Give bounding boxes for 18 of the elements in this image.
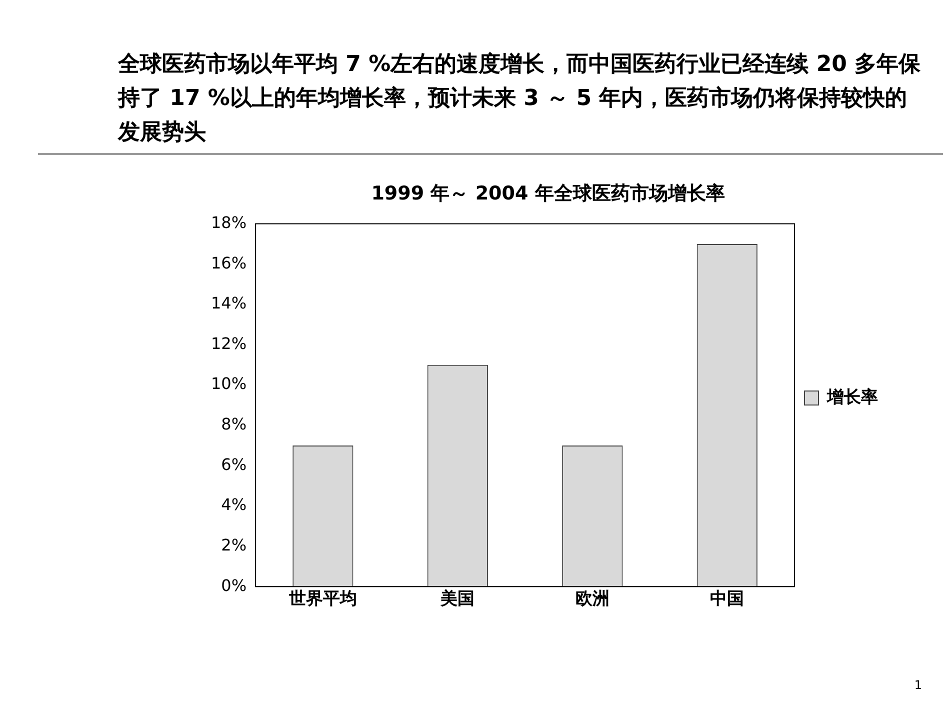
y-tick-label: 2% <box>221 535 247 554</box>
y-tick-label: 14% <box>211 294 247 313</box>
y-tick-label: 12% <box>211 334 247 353</box>
y-tick-label: 16% <box>211 253 247 272</box>
chart-title: 全球医药市场以年平均 7 %左右的速度增长，而中国医药行业已经连续 20 多年保持了 17 %以上的年均增长率，预计未来 3 ～ 5 年内，医药市场仍将保持较快的发展势头 <box>118 50 922 147</box>
chart-subtitle: 1999 年～ 2004 年全球医药市场增长率 <box>371 182 725 204</box>
y-tick-label: 0% <box>221 576 247 595</box>
x-tick-label: 中国 <box>710 589 744 610</box>
x-tick-label: 欧洲 <box>575 589 610 610</box>
y-tick-label: 18% <box>211 212 247 232</box>
y-tick-label: 4% <box>221 495 247 514</box>
y-tick-label: 6% <box>221 454 247 474</box>
x-tick-label: 世界平均 <box>288 589 357 610</box>
y-tick-label: 10% <box>211 374 247 394</box>
legend-label: 增长率 <box>826 387 878 408</box>
text: 1 <box>914 678 922 692</box>
x-tick-label: 美国 <box>440 589 475 610</box>
y-tick-label: 8% <box>221 414 247 434</box>
